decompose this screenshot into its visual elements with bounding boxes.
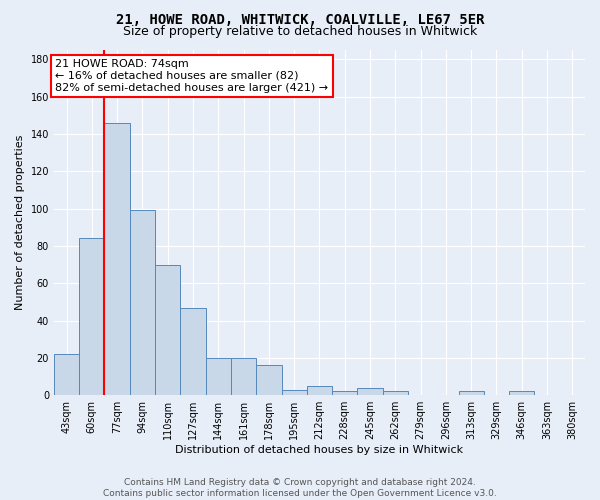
Bar — [155, 264, 181, 395]
Bar — [281, 390, 307, 395]
Text: 21, HOWE ROAD, WHITWICK, COALVILLE, LE67 5ER: 21, HOWE ROAD, WHITWICK, COALVILLE, LE67… — [116, 12, 484, 26]
Y-axis label: Number of detached properties: Number of detached properties — [15, 135, 25, 310]
Text: Size of property relative to detached houses in Whitwick: Size of property relative to detached ho… — [123, 25, 477, 38]
Bar — [181, 308, 206, 395]
Bar — [307, 386, 332, 395]
Bar — [54, 354, 79, 395]
Bar — [79, 238, 104, 395]
Text: 21 HOWE ROAD: 74sqm
← 16% of detached houses are smaller (82)
82% of semi-detach: 21 HOWE ROAD: 74sqm ← 16% of detached ho… — [55, 60, 328, 92]
Bar — [206, 358, 231, 395]
Bar — [104, 123, 130, 395]
Bar — [332, 392, 358, 395]
X-axis label: Distribution of detached houses by size in Whitwick: Distribution of detached houses by size … — [175, 445, 464, 455]
Bar — [383, 392, 408, 395]
Text: Contains HM Land Registry data © Crown copyright and database right 2024.
Contai: Contains HM Land Registry data © Crown c… — [103, 478, 497, 498]
Bar — [130, 210, 155, 395]
Bar — [231, 358, 256, 395]
Bar — [256, 366, 281, 395]
Bar — [458, 392, 484, 395]
Bar — [509, 392, 535, 395]
Bar — [358, 388, 383, 395]
